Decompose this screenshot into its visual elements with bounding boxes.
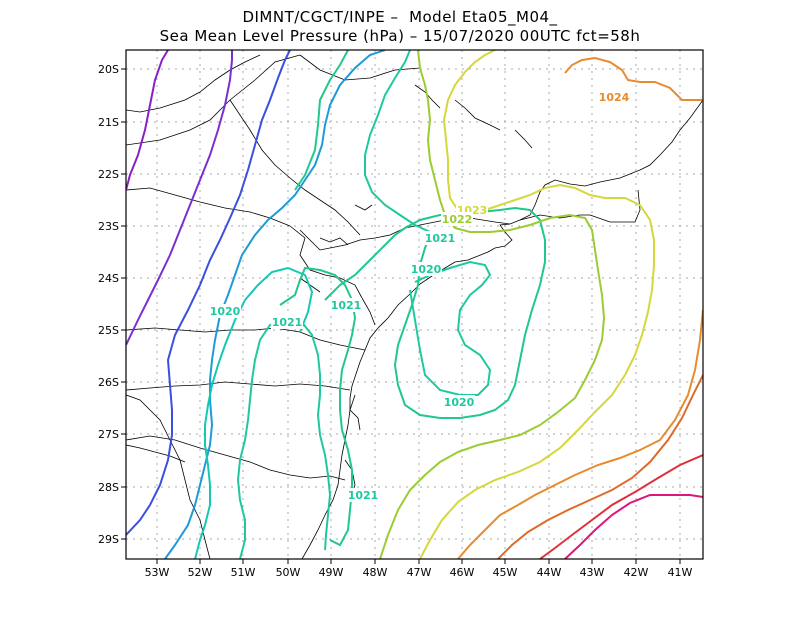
lon-label: 53W <box>145 566 170 579</box>
contour-label-1020-b: 1020 <box>210 305 241 318</box>
plot-frame <box>125 49 704 560</box>
lon-label: 46W <box>450 566 475 579</box>
isobar-1013 <box>126 50 169 191</box>
contour-label-1024: 1024 <box>599 91 630 104</box>
isobar-1016 <box>164 50 386 559</box>
coastline-borders <box>126 54 703 559</box>
isobar-1014 <box>126 50 233 346</box>
lon-label: 41W <box>668 566 693 579</box>
isobar-1024-south <box>457 309 703 559</box>
lat-label: 23S <box>98 220 119 233</box>
isobar-1020-inner <box>409 260 492 396</box>
lon-label: 42W <box>624 566 649 579</box>
lon-label: 47W <box>407 566 432 579</box>
axis-ticks <box>121 68 681 564</box>
contour-label-1022: 1022 <box>442 213 473 226</box>
isobar-1025 <box>497 374 703 559</box>
isobar-1021-east <box>324 206 546 419</box>
isobar-1023 <box>419 50 655 559</box>
isobar-1019 <box>194 266 314 559</box>
lat-label: 24S <box>98 272 119 285</box>
contour-label-1021-c: 1021 <box>272 316 303 329</box>
lat-label: 26S <box>98 376 119 389</box>
lat-label: 20S <box>98 63 119 76</box>
lon-label: 52W <box>188 566 213 579</box>
isobars <box>126 50 703 559</box>
isobar-1020-north <box>364 50 431 233</box>
isobar-1021-north <box>294 50 349 191</box>
lon-label: 45W <box>493 566 518 579</box>
lon-label: 51W <box>231 566 256 579</box>
isobar-1015 <box>126 50 291 536</box>
contour-label-1020-c: 1020 <box>444 396 475 409</box>
lat-label: 21S <box>98 116 119 129</box>
map-title-line2: Sea Mean Level Pressure (hPa) – 15/07/20… <box>159 27 641 45</box>
isobar-1026 <box>539 454 703 559</box>
longitude-labels: 53W 52W 51W 50W 49W 48W 47W 46W 45W 44W … <box>145 566 693 579</box>
lon-label: 44W <box>537 566 562 579</box>
lat-label: 27S <box>98 428 119 441</box>
lon-label: 50W <box>276 566 301 579</box>
contour-label-1020-a: 1020 <box>411 263 442 276</box>
contour-label-1021-a: 1021 <box>425 232 456 245</box>
lat-label: 29S <box>98 533 119 546</box>
isobar-1024-north <box>564 56 703 101</box>
isobar-1020-west <box>236 316 332 559</box>
contour-labels: 1024 1023 1022 1021 1020 1021 1020 1021 … <box>209 90 630 502</box>
contour-label-1021-b: 1021 <box>331 299 362 312</box>
lon-label: 48W <box>363 566 388 579</box>
lat-label: 28S <box>98 481 119 494</box>
lat-label: 22S <box>98 168 119 181</box>
map-title-line1: DIMNT/CGCT/INPE – Model Eta05_M04_ <box>242 8 558 26</box>
contour-label-1021-d: 1021 <box>348 489 379 502</box>
lat-label: 25S <box>98 324 119 337</box>
lon-label: 43W <box>580 566 605 579</box>
latitude-labels: 20S 21S 22S 23S 24S 25S 26S 27S 28S 29S <box>98 63 119 546</box>
isobar-1027 <box>564 494 703 559</box>
isobar-1022 <box>379 50 606 559</box>
lon-label: 49W <box>319 566 344 579</box>
